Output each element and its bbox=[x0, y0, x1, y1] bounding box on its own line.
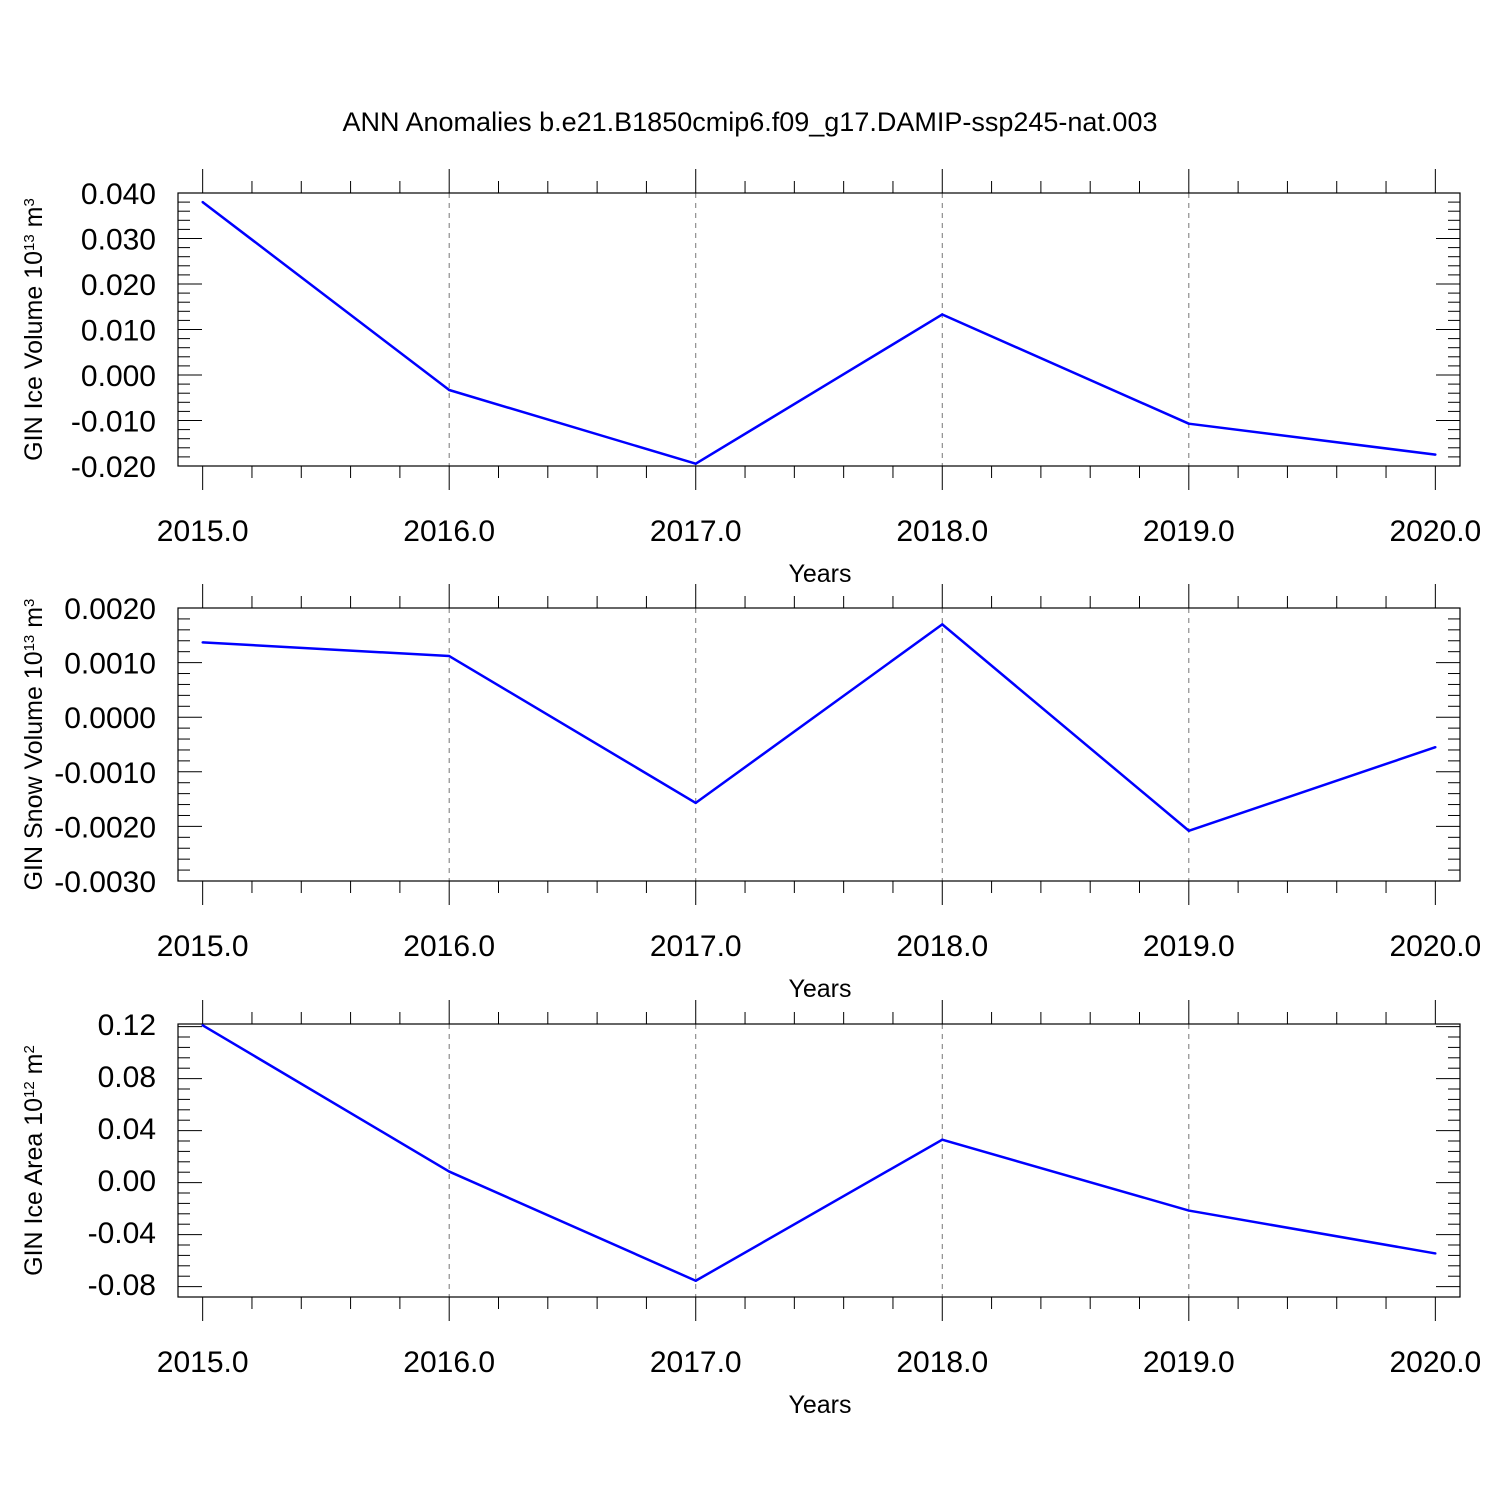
panels: 2015.0 2016.0 2017.0 2018.0 2019.0 2020.0 -0.0… bbox=[20, 169, 1481, 1419]
x-tick-label: 2015.0 bbox=[157, 930, 249, 963]
data-point bbox=[694, 801, 697, 805]
series-line bbox=[202, 623, 1436, 833]
data-point bbox=[447, 1170, 451, 1173]
y-axis-label: GIN Ice Volume 1013 m3 bbox=[20, 198, 48, 461]
data-point bbox=[1187, 829, 1191, 832]
data-point bbox=[694, 462, 697, 465]
data-point bbox=[1187, 422, 1191, 425]
chart-panel-3: 2015.0 2016.0 2017.0 2018.0 2019.0 2020.0 -0.0… bbox=[20, 1000, 1481, 1419]
x-tick-label: 2018.0 bbox=[896, 930, 988, 963]
chart-panel-1: 2015.0 2016.0 2017.0 2018.0 2019.0 2020.0 -0.0… bbox=[20, 169, 1481, 588]
y-tick-label: -0.0020 bbox=[54, 811, 156, 844]
y-tick-label: 0.020 bbox=[81, 269, 156, 302]
y-tick-label: -0.0030 bbox=[54, 866, 156, 899]
y-axis-label: GIN Snow Volume 1013 m3 bbox=[20, 599, 48, 891]
y-tick-label: 0.0020 bbox=[64, 593, 156, 626]
data-point bbox=[1434, 1252, 1437, 1255]
figure-title: ANN Anomalies b.e21.B1850cmip6.f09_g17.D… bbox=[343, 107, 1158, 137]
series-line bbox=[201, 201, 1436, 465]
x-tick-label: 2016.0 bbox=[403, 930, 495, 963]
chart-panel-2: 2015.0 2016.0 2017.0 2018.0 2019.0 2020.0 -0.0… bbox=[20, 584, 1481, 1003]
y-tick-label: 0.12 bbox=[98, 1009, 156, 1042]
y-tick-label: -0.08 bbox=[88, 1269, 156, 1302]
x-tick-label: 2018.0 bbox=[896, 1346, 988, 1379]
y-tick-label: -0.0010 bbox=[54, 757, 156, 790]
y-tick-label: -0.04 bbox=[88, 1217, 156, 1250]
x-tick-label: 2015.0 bbox=[157, 1346, 249, 1379]
x-tick-label: 2017.0 bbox=[650, 1346, 742, 1379]
y-tick-label: -0.020 bbox=[71, 451, 156, 484]
y-tick-label: 0.00 bbox=[98, 1165, 156, 1198]
data-point bbox=[1187, 1209, 1191, 1212]
y-tick-label: 0.0000 bbox=[64, 702, 156, 735]
x-tick-label: 2016.0 bbox=[403, 1346, 495, 1379]
x-tick-label: 2019.0 bbox=[1143, 1346, 1235, 1379]
y-tick-label: 0.040 bbox=[81, 178, 156, 211]
series-line bbox=[202, 1024, 1436, 1282]
data-point bbox=[1434, 746, 1437, 749]
data-point bbox=[201, 200, 204, 204]
data-point bbox=[941, 1138, 944, 1141]
x-tick-label: 2015.0 bbox=[157, 515, 249, 548]
y-tick-label: -0.010 bbox=[71, 406, 156, 439]
y-tick-label: 0.0010 bbox=[64, 648, 156, 681]
data-point bbox=[447, 654, 451, 658]
data-point bbox=[201, 1024, 204, 1027]
x-tick-label: 2019.0 bbox=[1143, 930, 1235, 963]
x-tick-label: 2017.0 bbox=[650, 515, 742, 548]
x-tick-label: 2020.0 bbox=[1389, 1346, 1481, 1379]
data-point bbox=[941, 623, 944, 626]
data-point bbox=[694, 1279, 697, 1282]
data-point bbox=[201, 641, 204, 644]
data-point bbox=[941, 313, 944, 316]
x-tick-label: 2016.0 bbox=[403, 515, 495, 548]
x-axis-label: Years bbox=[788, 560, 851, 588]
data-point bbox=[1434, 453, 1437, 456]
x-tick-label: 2018.0 bbox=[896, 515, 988, 548]
y-axis-label: GIN Ice Area 1012 m2 bbox=[20, 1045, 48, 1276]
y-tick-label: 0.010 bbox=[81, 315, 156, 348]
x-tick-label: 2020.0 bbox=[1389, 930, 1481, 963]
x-tick-label: 2017.0 bbox=[650, 930, 742, 963]
x-axis-label: Years bbox=[788, 975, 851, 1003]
y-tick-label: 0.000 bbox=[81, 360, 156, 393]
y-tick-label: 0.030 bbox=[81, 224, 156, 257]
plot-frame bbox=[177, 607, 1461, 882]
plot-frame bbox=[177, 1023, 1461, 1298]
y-tick-label: 0.04 bbox=[98, 1113, 156, 1146]
y-tick-label: 0.08 bbox=[98, 1061, 156, 1094]
data-point bbox=[447, 388, 451, 392]
x-tick-label: 2020.0 bbox=[1389, 515, 1481, 548]
x-tick-label: 2019.0 bbox=[1143, 515, 1235, 548]
x-axis-label: Years bbox=[788, 1391, 851, 1419]
